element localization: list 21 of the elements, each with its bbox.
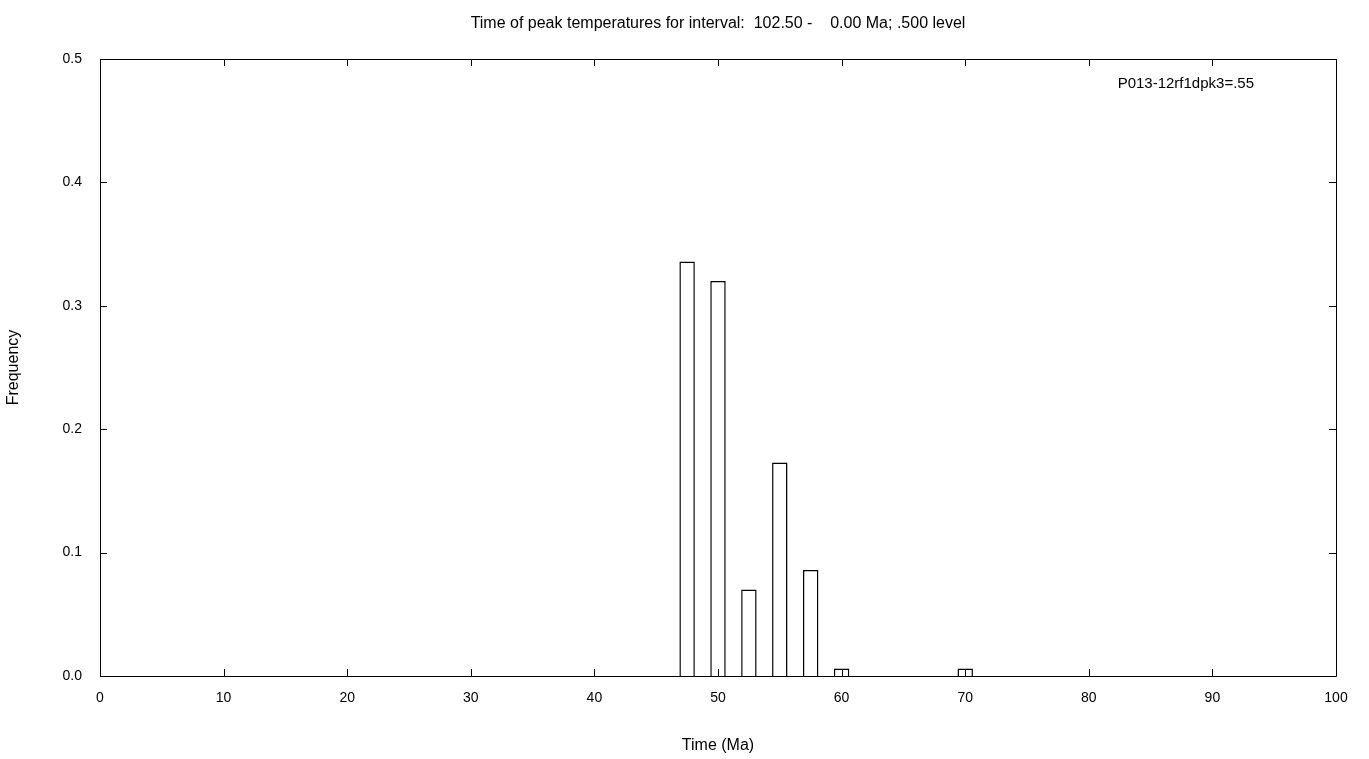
chart-title: Time of peak temperatures for interval: 102.50 - 0.00 Ma; .500 level [470, 14, 966, 32]
y-axis-title: Frequency [4, 329, 22, 406]
x-tick-label: 60 [833, 689, 850, 706]
y-tick-label: 0.4 [62, 173, 83, 190]
x-tick-label: 50 [710, 689, 726, 706]
x-tick-label: 10 [215, 689, 232, 706]
x-tick-label: 80 [1081, 689, 1097, 706]
x-tick-label: 100 [1324, 689, 1348, 706]
y-tick-label: 0.2 [62, 420, 83, 437]
annotation: P013-12rf1dpk3=.55 [1117, 74, 1254, 92]
x-axis-title: Time (Ma) [681, 735, 755, 753]
x-tick-label: 70 [957, 689, 974, 706]
x-tick-label: 90 [1204, 689, 1221, 706]
y-tick-label: 0.3 [62, 296, 83, 313]
x-tick-label: 0 [96, 689, 105, 706]
x-tick-label: 40 [586, 689, 603, 706]
y-tick-label: 0.1 [62, 543, 83, 560]
x-tick-label: 20 [339, 689, 356, 706]
x-tick-label: 30 [463, 689, 479, 706]
y-tick-label: 0.5 [62, 49, 83, 66]
y-tick-label: 0.0 [62, 666, 83, 683]
